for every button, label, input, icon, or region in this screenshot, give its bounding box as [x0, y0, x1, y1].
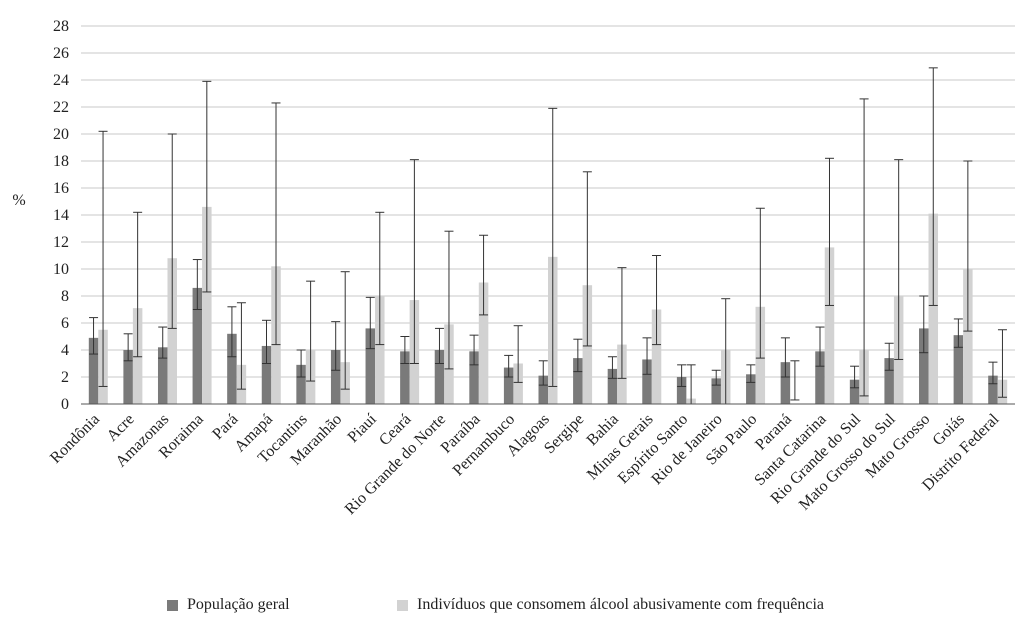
category-label: Rondônia — [47, 411, 103, 467]
bar-populacao-geral — [261, 345, 272, 404]
bar-consumo-abusivo — [202, 206, 212, 404]
bar-populacao-geral — [573, 358, 583, 404]
y-tick-label: 6 — [61, 315, 69, 332]
legend-item-populacao-geral: População geral — [167, 596, 290, 614]
bar-populacao-geral — [330, 350, 341, 404]
bar-populacao-geral — [884, 358, 894, 404]
bar-populacao-geral — [953, 335, 964, 404]
y-tick-label: 18 — [53, 153, 69, 170]
bar-consumo-abusivo — [651, 309, 662, 404]
legend-swatch-populacao-geral — [167, 599, 178, 611]
bar-populacao-geral — [711, 378, 721, 404]
y-tick-label: 12 — [53, 234, 69, 251]
bar-populacao-geral — [88, 337, 99, 404]
y-axis-label: % — [12, 192, 25, 209]
bar-populacao-geral — [123, 350, 133, 404]
bar-populacao-geral — [746, 374, 756, 404]
y-tick-label: 8 — [61, 288, 69, 305]
bar-populacao-geral — [538, 375, 548, 404]
y-tick-label: 2 — [61, 369, 69, 386]
bar-consumo-abusivo — [478, 282, 489, 404]
category-label: Piauí — [345, 410, 381, 446]
y-tick-label: 14 — [53, 207, 69, 224]
bar-populacao-geral — [849, 379, 860, 404]
bar-consumo-abusivo — [928, 213, 939, 404]
bars-group — [88, 67, 1008, 405]
y-tick-label: 24 — [53, 72, 69, 89]
legend-item-consumo-abusivo: Indivíduos que consomem álcool abusivame… — [397, 596, 824, 614]
bar-populacao-geral — [434, 350, 445, 404]
bar-consumo-abusivo — [167, 258, 177, 404]
bar-populacao-geral — [296, 364, 306, 404]
bar-populacao-geral — [780, 362, 791, 404]
bar-consumo-abusivo — [963, 269, 973, 404]
bar-populacao-geral — [469, 351, 479, 404]
legend-label-populacao-geral: População geral — [187, 596, 290, 613]
bar-populacao-geral — [642, 359, 652, 404]
legend-swatch-consumo-abusivo — [397, 599, 408, 611]
bar-consumo-abusivo — [375, 296, 385, 404]
bar-populacao-geral — [400, 351, 410, 404]
bar-populacao-geral — [192, 287, 203, 404]
bar-populacao-geral — [607, 368, 618, 404]
y-tick-label: 4 — [61, 342, 69, 359]
bar-consumo-abusivo — [824, 247, 835, 404]
category-label: Sergipe — [541, 411, 587, 457]
y-tick-label: 20 — [53, 126, 69, 143]
y-tick-label: 10 — [53, 261, 69, 278]
bar-populacao-geral — [227, 333, 237, 404]
legend-label-consumo-abusivo: Indivíduos que consomem álcool abusivame… — [417, 596, 824, 613]
bar-populacao-geral — [676, 377, 687, 404]
y-tick-label: 26 — [53, 45, 69, 62]
y-tick-label: 16 — [53, 180, 69, 197]
y-tick-label: 0 — [61, 396, 69, 413]
bar-populacao-geral — [988, 375, 998, 404]
y-tick-label: 22 — [53, 99, 69, 116]
bar-populacao-geral — [815, 351, 825, 404]
bar-populacao-geral — [503, 367, 514, 404]
bar-consumo-abusivo — [513, 363, 523, 404]
bar-populacao-geral — [919, 328, 929, 404]
legend: População geral Indivíduos que consomem … — [0, 596, 1015, 616]
bar-populacao-geral — [157, 347, 168, 404]
bar-populacao-geral — [365, 328, 376, 404]
y-tick-label: 28 — [53, 18, 69, 35]
